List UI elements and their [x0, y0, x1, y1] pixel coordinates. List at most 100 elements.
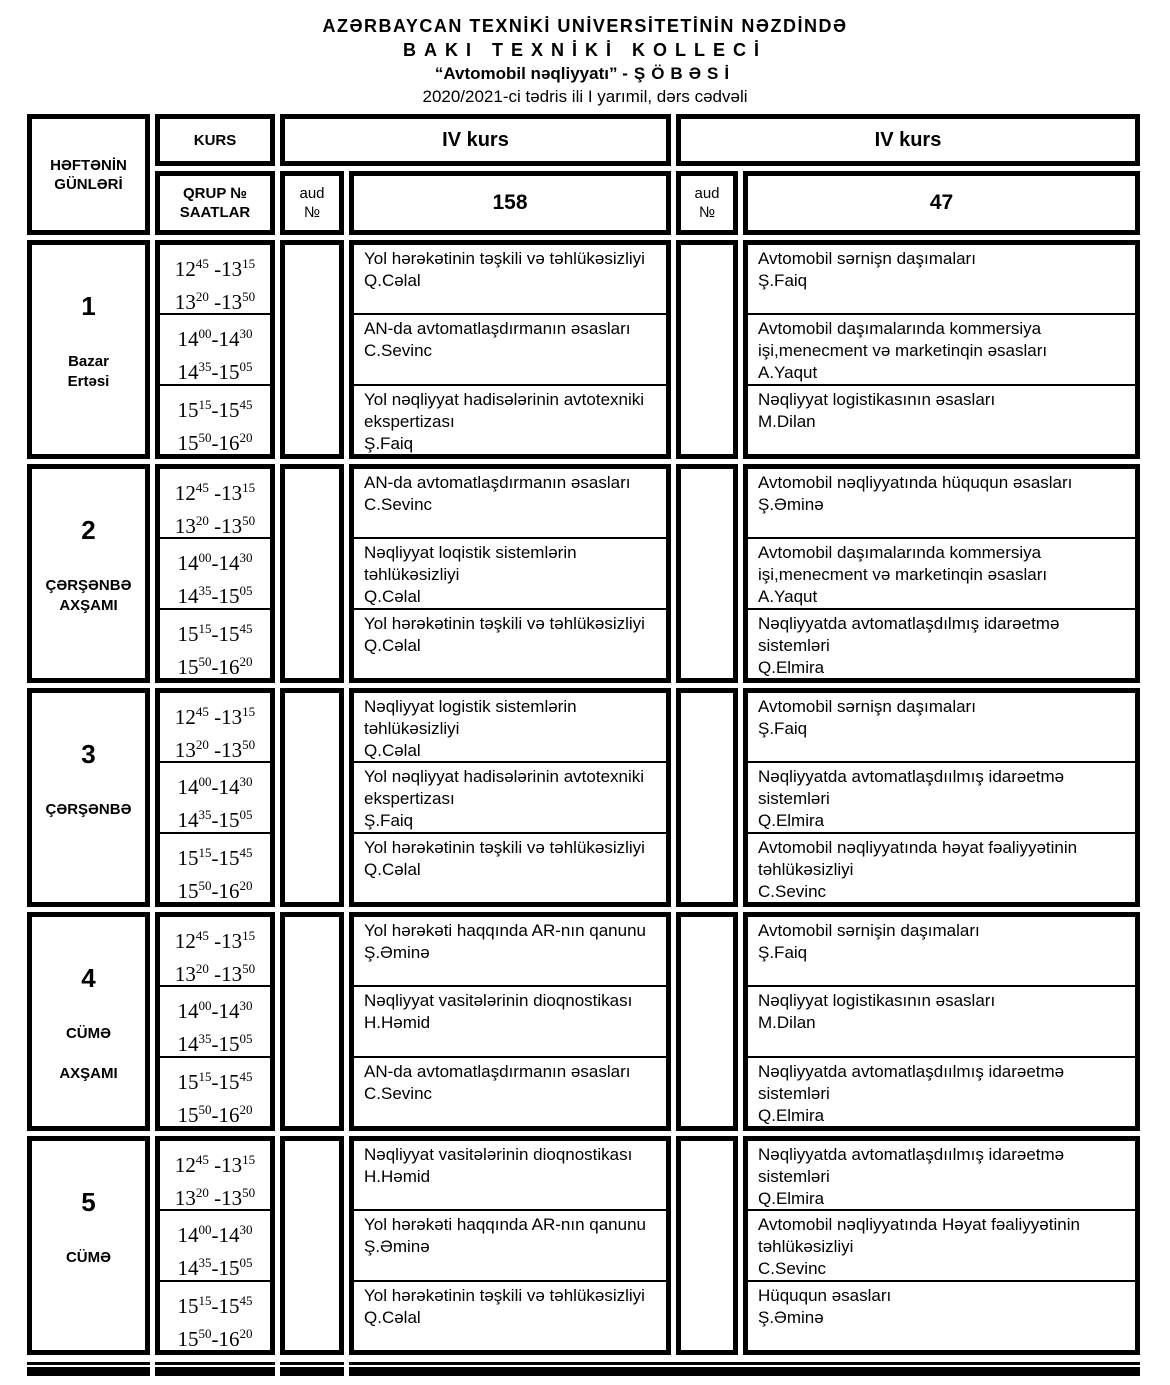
group-number-158-label: 158: [492, 191, 528, 214]
day-name: ÇƏRŞƏNBƏ AXŞAMI: [32, 576, 145, 616]
aud-cell: [280, 464, 344, 683]
time-end-minute: 30: [239, 550, 253, 566]
lesson-teacher: Ş.Faiq: [364, 811, 414, 831]
lesson-cell: Avtomobil nəqliyyatında hüququn əsasları…: [748, 469, 1135, 537]
time-start-minute: 20: [195, 1185, 209, 1200]
lesson-title: Nəqliyyatda avtomatlaşdılmış idarəetmə s…: [758, 613, 1060, 655]
day-row: 1 Bazar Ertəsi 1245 -1315 1320 -1350 1400-143…: [27, 240, 1143, 459]
lesson-teacher: Q.Cəlal: [364, 859, 421, 879]
qrup-header-line: QRUP №: [183, 185, 247, 202]
time-start-minute: 00: [198, 326, 212, 342]
lesson-teacher: Q.Cəlal: [364, 271, 421, 290]
time-start-minute: 15: [198, 1292, 212, 1308]
time-range: 1320 -1350: [160, 507, 270, 537]
time-slot: 1515-1545 1550-1620: [160, 831, 270, 902]
time-end-minute: 05: [239, 359, 253, 375]
time-range: 1320 -1350: [160, 1179, 270, 1209]
cutoff-segment: [349, 1362, 1140, 1376]
lesson-title: Nəqliyyatda avtomatlaşdıılmış idarəetmə …: [758, 1145, 1065, 1186]
time-start-hour: 14: [177, 1223, 199, 1248]
day-name-line: ÇƏRŞƏNBƏ: [45, 577, 132, 594]
day-row: 3 ÇƏRŞƏNBƏ 1245 -1315 1320 -1350 1400-1430 14…: [27, 688, 1143, 907]
time-range: 1550-1620: [160, 872, 270, 902]
time-start-minute: 45: [195, 928, 209, 943]
lesson-teacher: C.Sevinc: [364, 1083, 433, 1103]
time-range: 1550-1620: [160, 1320, 270, 1350]
corner-header-line: HƏFTƏNİN: [50, 156, 127, 174]
time-slot: 1245 -1315 1320 -1350: [160, 469, 270, 537]
aud-header-2: aud №: [676, 171, 738, 235]
time-range: 1320 -1350: [160, 955, 270, 985]
lesson-title: Yol nəqliyyat hadisələrinin avtotexniki …: [364, 767, 645, 809]
lesson-title: Yol hərəkəti haqqında AR-nın qanunu: [364, 1215, 646, 1235]
lesson-cell: Avtomobil sərnişn daşımaları Ş.Faiq: [748, 693, 1135, 761]
time-range: 1550-1620: [160, 1096, 270, 1126]
time-range: 1320 -1350: [160, 283, 270, 313]
lesson-cell: Avtomobil sərnişn daşımaları Ş.Faiq: [748, 245, 1135, 313]
day-name: CÜMƏ: [32, 1248, 145, 1268]
lesson-title: Yol hərəkətinin təşkili və təhlükəsizliy…: [364, 249, 645, 268]
time-end-hour: -13: [208, 290, 243, 314]
lesson-teacher: A.Yaqut: [758, 363, 818, 383]
lesson-cell: Yol hərəkətinin təşkili və təhlükəsizliy…: [354, 607, 666, 678]
time-start-hour: 14: [177, 584, 199, 608]
lesson-teacher: C.Sevinc: [758, 881, 827, 901]
day-row: 5 CÜMƏ 1245 -1315 1320 -1350 1400-1430 1435-1…: [27, 1136, 1143, 1355]
day-name-line: AXŞAMI: [59, 597, 118, 614]
time-start-hour: 13: [174, 514, 196, 538]
time-end-minute: 15: [242, 928, 256, 943]
time-slot: 1245 -1315 1320 -1350: [160, 1141, 270, 1209]
time-start-minute: 50: [198, 1325, 212, 1341]
lesson-cell: Avtomobil nəqliyyatında Həyat fəaliyyəti…: [748, 1209, 1135, 1279]
lesson-title: Yol hərəkəti haqqında AR-nın qanunu: [364, 921, 646, 940]
time-end-hour: -15: [211, 621, 240, 646]
time-block: 1245 -1315 1320 -1350 1400-1430 1435-1505 15…: [155, 688, 275, 907]
time-start-minute: 50: [198, 877, 212, 893]
time-end-minute: 45: [239, 396, 253, 412]
lesson-teacher: Ş.Əminə: [758, 1307, 824, 1327]
time-range: 1515-1545: [160, 1063, 270, 1096]
lesson-teacher: Q.Cəlal: [364, 635, 421, 655]
time-end-minute: 15: [242, 704, 256, 719]
lesson-teacher: Ş.Faiq: [758, 271, 808, 290]
time-slot: 1400-1430 1435-1505: [160, 1209, 270, 1280]
aud-cell: [676, 240, 738, 459]
time-end-hour: -15: [211, 1256, 240, 1280]
lesson-teacher: Ş.Əminə: [758, 495, 824, 514]
lesson-teacher: M.Dilan: [758, 1013, 816, 1033]
aud-cell: [280, 240, 344, 459]
time-end-hour: -13: [208, 514, 243, 538]
time-end-minute: 15: [242, 1152, 256, 1167]
time-start-minute: 45: [195, 1152, 209, 1167]
lesson-teacher: Ş.Əminə: [364, 943, 430, 962]
time-block: 1245 -1315 1320 -1350 1400-1430 1435-1505 15…: [155, 912, 275, 1131]
time-start-minute: 20: [195, 737, 209, 752]
time-start-hour: 13: [174, 1186, 196, 1210]
time-range: 1245 -1315: [160, 698, 270, 731]
time-start-hour: 15: [177, 654, 199, 678]
time-start-hour: 13: [174, 738, 196, 762]
day-row: 4 CÜMƏ AXŞAMI 1245 -1315 1320 -1350 1400-1430…: [27, 912, 1143, 1131]
time-start-minute: 45: [195, 704, 209, 719]
time-start-hour: 14: [177, 1032, 199, 1056]
time-range: 1245 -1315: [160, 922, 270, 955]
time-start-hour: 15: [177, 621, 199, 646]
time-start-minute: 20: [195, 289, 209, 304]
lesson-cell: Yol nəqliyyat hadisələrinin avtotexniki …: [354, 383, 666, 454]
aud-cell: [676, 688, 738, 907]
lesson-cell: Nəqliyyat logistikasının əsasları M.Dilan: [748, 383, 1135, 454]
time-range: 1400-1430: [160, 992, 270, 1025]
lesson-cell: AN-da avtomatlaşdırmanın əsasları C.Sevin…: [354, 469, 666, 537]
lessons-block: Nəqliyyat vasitələrinin dioqnostikası H.H…: [349, 1136, 671, 1355]
lessons-block: Avtomobil sərnişn daşımaları Ş.Faiq Nəqliy…: [743, 688, 1140, 907]
time-start-minute: 15: [198, 620, 212, 636]
lesson-cell: Nəqliyyat vasitələrinin dioqnostikası H.H…: [354, 985, 666, 1055]
day-number: 3: [81, 739, 96, 769]
course-header-1: IV kurs: [280, 114, 671, 166]
lesson-teacher: H.Həmid: [364, 1013, 431, 1033]
lesson-teacher: Ş.Faiq: [364, 433, 414, 453]
time-start-minute: 35: [198, 1255, 212, 1271]
lesson-teacher: Q.Elmira: [758, 811, 825, 831]
time-end-minute: 15: [242, 480, 256, 495]
lesson-teacher: H.Həmid: [364, 1167, 431, 1186]
